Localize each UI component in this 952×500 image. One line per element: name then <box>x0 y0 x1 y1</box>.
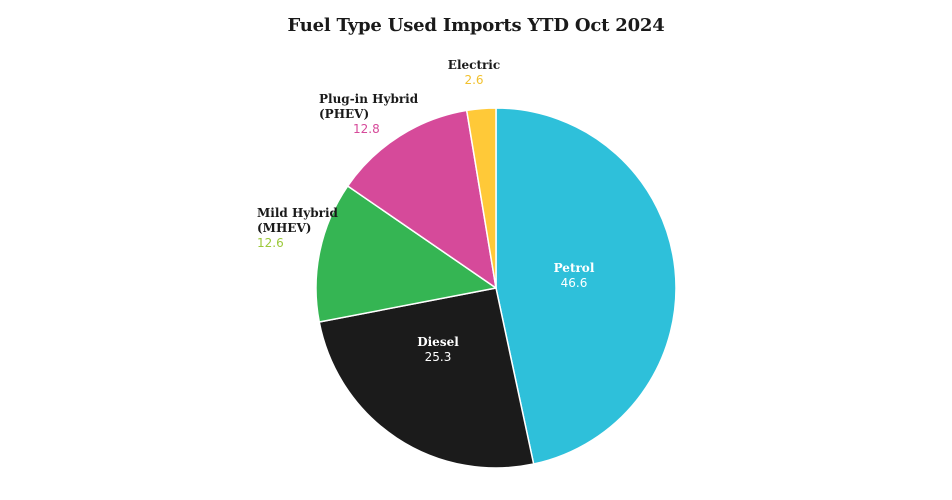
slice-value-plug-in-hybrid-phev: 12.8 <box>353 122 380 136</box>
slice-label-electric: Electric <box>448 58 500 72</box>
pie-slice-electric <box>465 107 497 289</box>
chart-title: Fuel Type Used Imports YTD Oct 2024 <box>287 15 665 36</box>
slice-label-plug-in-hybrid-phev: Plug-in Hybrid (PHEV) <box>319 92 419 121</box>
slice-label-mild-hybrid-mhev: Mild Hybrid (MHEV) <box>257 206 339 235</box>
pie-slices <box>315 107 677 469</box>
slice-value-diesel: 25.3 <box>425 350 452 364</box>
pie-slice-plug-in-hybrid-phev <box>346 109 497 289</box>
slice-label-petrol: Petrol <box>554 261 595 275</box>
slice-value-electric: 2.6 <box>464 73 483 87</box>
pie-slice-petrol <box>495 107 677 465</box>
slice-value-petrol: 46.6 <box>561 276 588 290</box>
pie-slice-diesel <box>318 287 535 469</box>
slice-label-diesel: Diesel <box>417 335 459 349</box>
slice-value-mild-hybrid-mhev: 12.6 <box>257 236 284 250</box>
pie-slice-mild-hybrid-mhev <box>315 185 497 323</box>
